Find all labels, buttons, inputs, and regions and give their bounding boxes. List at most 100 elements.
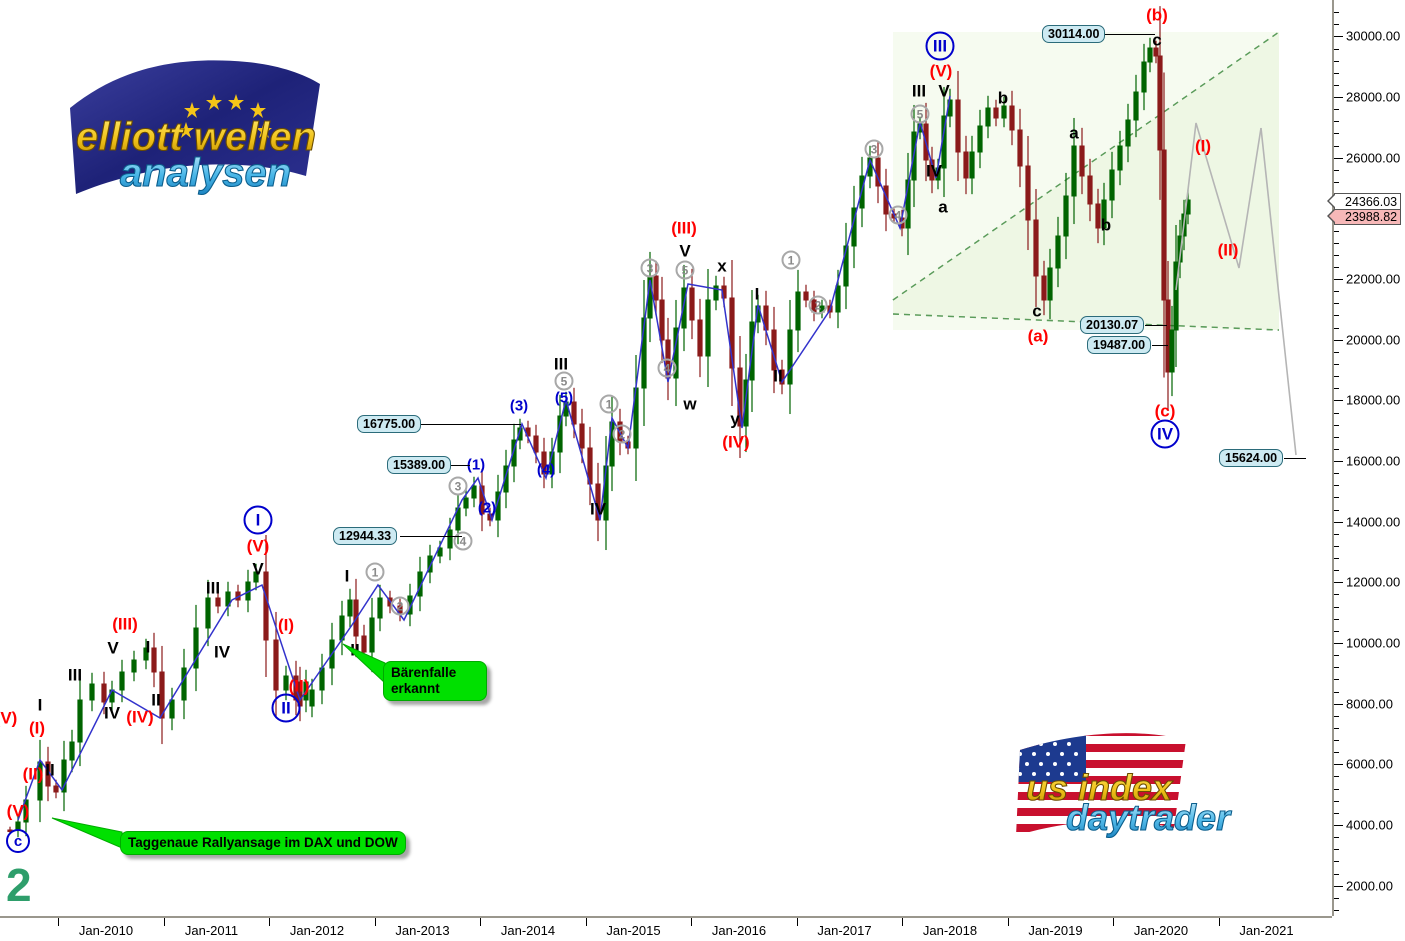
x-tick (902, 918, 903, 926)
wave-label-i: I (145, 637, 151, 657)
x-tick (1007, 918, 1009, 926)
x-tick-label: Jan-2021 (1239, 923, 1294, 938)
logo-line2: analysen (120, 151, 291, 195)
wave-label-v: V (938, 81, 950, 101)
x-tick (163, 918, 165, 926)
wave-label-i: (I) (277, 615, 295, 635)
x-tick (691, 918, 692, 926)
y-minor-tick (1334, 303, 1339, 305)
wave-label-ii: (II) (22, 764, 44, 784)
baerenfalle-pointer (342, 643, 386, 685)
wave-label-v: V (107, 638, 119, 658)
logo-us-index-daytrader: us index daytrader (1008, 718, 1298, 843)
wave-label-v: (V) (246, 536, 270, 556)
y-minor-tick (1334, 873, 1339, 875)
y-minor-tick (1334, 800, 1339, 802)
y-minor-tick (1334, 630, 1339, 632)
x-tick-label: Jan-2020 (1133, 923, 1189, 938)
circled-wave-label-1: 1 (599, 394, 619, 414)
y-minor-tick (1334, 679, 1339, 681)
y-tick (1334, 643, 1343, 645)
y-tick (1334, 400, 1343, 402)
logo-line1: elliott wellen (76, 115, 316, 159)
y-minor-tick (1334, 497, 1339, 499)
projection-decline (1260, 127, 1297, 456)
x-tick-label: Jan-2016 (711, 923, 767, 938)
y-tick-label: 4000.00 (1346, 817, 1393, 833)
y-minor-tick (1334, 424, 1339, 426)
wave-label-1: (1) (466, 456, 486, 474)
y-tick (1334, 97, 1343, 99)
y-minor-tick (1334, 169, 1339, 171)
circled-wave-label-3: 3 (640, 258, 660, 278)
y-tick-label: 8000.00 (1346, 696, 1393, 712)
circled-wave-label-2: 2 (390, 596, 410, 616)
y-minor-tick (1334, 618, 1339, 620)
y-tick-label: 20000.00 (1346, 332, 1401, 348)
y-minor-tick (1334, 145, 1339, 147)
rallyansage-pointer (51, 817, 123, 849)
wave-label-i: I (754, 284, 760, 304)
wave-label-iii: III (553, 354, 569, 374)
y-minor-tick (1334, 109, 1339, 111)
wave-label-w: w (683, 394, 697, 414)
callout-rallyansage[interactable]: Taggenaue Rallyansage im DAX und DOW (120, 831, 406, 856)
y-minor-tick (1334, 363, 1339, 365)
price-chart-plot[interactable]: 30114.00 20130.07 19487.00 15624.00 1677… (0, 0, 1332, 916)
y-minor-tick (1334, 533, 1339, 535)
y-minor-tick (1334, 788, 1339, 790)
wave-label-c: c (1152, 30, 1162, 50)
y-minor-tick (1334, 327, 1339, 329)
y-minor-tick (1334, 48, 1339, 50)
circled-wave-label-4: 4 (657, 358, 677, 378)
x-tick-label: Jan-2012 (289, 923, 345, 938)
y-minor-tick (1334, 388, 1339, 390)
price-box-12944: 12944.33 (333, 527, 398, 545)
axis-corner (1332, 916, 1405, 941)
wave-label-iv: IV (589, 499, 607, 519)
y-tick (1334, 339, 1343, 341)
circled-wave-label-5: 5 (910, 104, 930, 124)
y-tick-label: 12000.00 (1346, 574, 1401, 590)
leader-line-15389 (444, 465, 470, 466)
price-axis[interactable]: 2000.00 4000.00 6000.00 8000.00 10000.00 1200… (1332, 0, 1405, 916)
price-box-16775: 16775.00 (357, 415, 422, 433)
wave-label-b: b (1100, 215, 1112, 235)
wave-label-iv: (IV) (722, 432, 750, 452)
circled-wave-label-5: 5 (554, 371, 574, 391)
y-minor-tick (1334, 849, 1339, 851)
wave-label-b: (b) (1146, 5, 1168, 25)
wave-label-ii: (II) (288, 676, 310, 696)
y-tick (1334, 703, 1343, 705)
y-minor-tick (1334, 812, 1339, 814)
wave-label-4: (4) (536, 461, 556, 479)
y-tick-label: 18000.00 (1346, 392, 1401, 408)
wave-label-layer: (V)(I)I(II)II(V)IIIV(III)IIV(IV)IIIIIIVV… (0, 5, 1238, 853)
y-tick-label: 28000.00 (1346, 89, 1401, 105)
x-tick (796, 918, 798, 926)
callout-baerenfalle[interactable]: Bärenfalle erkannt (383, 661, 487, 702)
wave-label-ii: II (151, 690, 161, 710)
wave-label-iv: (IV) (126, 707, 154, 727)
y-minor-tick (1334, 861, 1339, 863)
circled-wave-label-3: 3 (448, 476, 468, 496)
price-cursor-high: 24366.03 (1326, 193, 1402, 210)
y-tick-label: 30000.00 (1346, 28, 1401, 44)
y-minor-tick (1334, 545, 1339, 547)
x-tick (1218, 918, 1220, 926)
circled-wave-label-i: I (243, 505, 273, 535)
wave-label-iii: (III) (671, 218, 697, 238)
wave-label-ii: II (773, 366, 783, 386)
y-minor-tick (1334, 72, 1339, 74)
y-tick (1334, 885, 1343, 887)
time-axis[interactable]: Jan-2010 Jan-2011 Jan-2012 Jan-2013 Jan-2014… (0, 916, 1405, 941)
wave-label-i: I (344, 566, 350, 586)
price-box-15624: 15624.00 (1219, 449, 1284, 467)
x-tick-label: Jan-2013 (395, 923, 450, 938)
y-tick (1334, 461, 1343, 463)
wave-label-i: I (37, 695, 43, 715)
y-minor-tick (1334, 315, 1339, 317)
circled-wave-label-4: 4 (888, 205, 908, 225)
circled-wave-label-iii: III (925, 31, 955, 61)
y-minor-tick (1334, 24, 1339, 26)
